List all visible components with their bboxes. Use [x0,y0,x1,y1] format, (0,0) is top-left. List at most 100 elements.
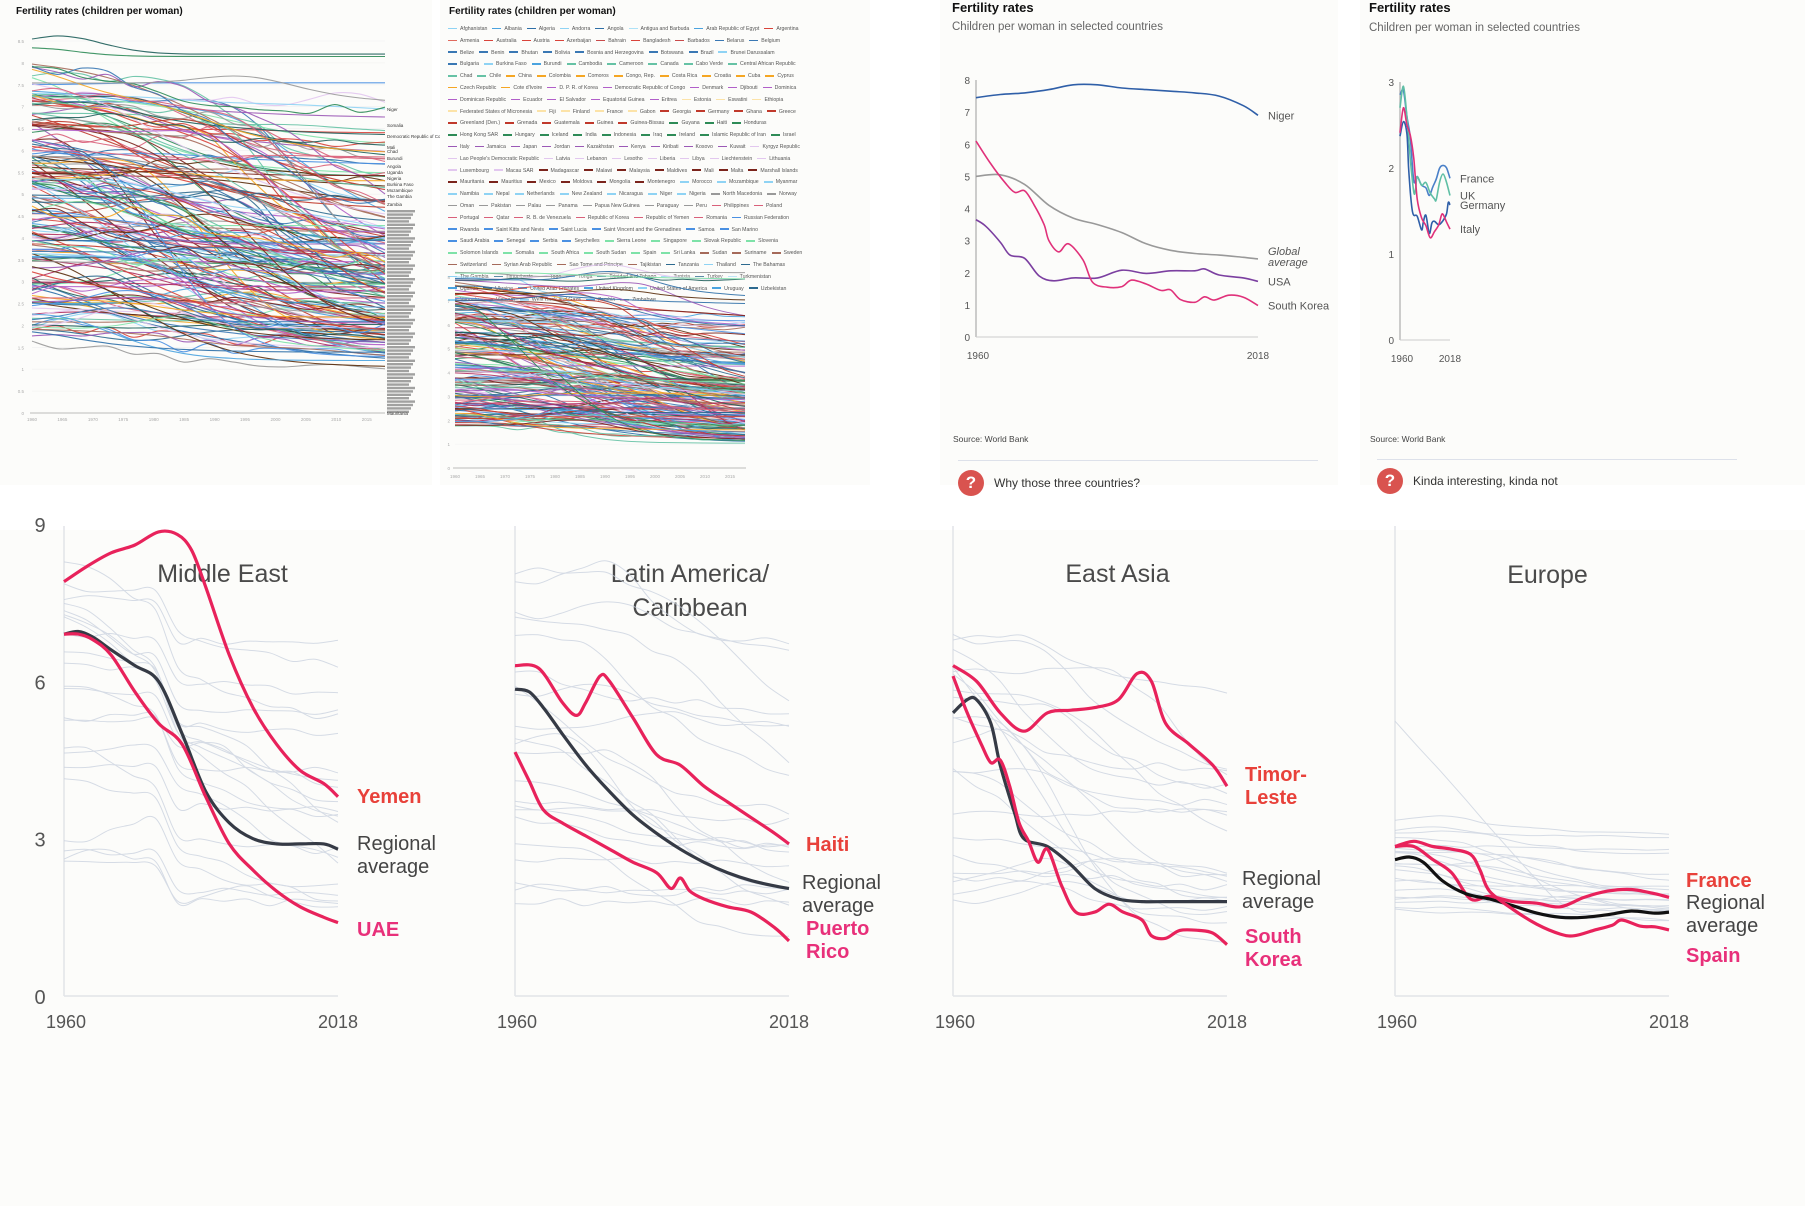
legend-item[interactable]: Russian Federation [732,213,789,225]
legend-item[interactable]: India [573,130,597,142]
legend-item[interactable]: Lesotho [612,154,643,166]
legend-item[interactable]: Mongolia [597,177,630,189]
legend-item[interactable]: Iraq [641,130,662,142]
legend-item[interactable]: Switzerland [448,260,487,272]
legend-item[interactable]: Honduras [732,118,767,130]
legend-item[interactable]: Brazil [688,48,713,60]
legend-item[interactable]: Colombia [536,71,571,83]
legend-item[interactable]: Angola [595,24,624,36]
question-link[interactable]: ? Kinda interesting, kinda not [1377,468,1558,494]
legend-item[interactable]: Andorra [559,24,590,36]
legend-item[interactable]: New Zealand [559,189,602,201]
legend-item[interactable]: Bhutan [509,48,538,60]
legend-item[interactable]: Solomon Islands [448,248,498,260]
legend-item[interactable]: Mali [692,166,714,178]
legend-item[interactable]: Democratic Republic of Congo [602,83,685,95]
legend-item[interactable]: Ireland [667,130,695,142]
legend-item[interactable]: Congo, Rep. [613,71,655,83]
legend-item[interactable]: Cote d'Ivoire [501,83,542,95]
legend-item[interactable]: Pakistan [479,201,511,213]
legend-item[interactable]: Albania [492,24,522,36]
legend-item[interactable]: Rwanda [448,225,479,237]
legend-item[interactable]: Chile [477,71,501,83]
legend-item[interactable]: France [594,107,623,119]
legend-item[interactable]: Marshall Islands [748,166,798,178]
legend-item[interactable]: Islamic Republic of Iran [700,130,766,142]
legend-item[interactable]: Croatia [702,71,731,83]
legend-item[interactable]: Republic of Korea [575,213,629,225]
legend-item[interactable]: Italy [448,142,470,154]
legend-item[interactable]: Denmark [690,83,723,95]
legend-item[interactable]: Belarus [714,36,744,48]
legend-item[interactable]: Hong Kong SAR [448,130,498,142]
legend-item[interactable]: Saint Lucia [548,225,587,237]
legend-item[interactable]: Belgium [749,36,780,48]
legend-item[interactable]: D. P. R. of Korea [547,83,598,95]
legend-item[interactable]: Papua New Guinea [582,201,640,213]
legend-item[interactable]: Liberia [647,154,675,166]
legend-item[interactable]: Bulgaria [448,59,479,71]
legend-item[interactable]: Mauritania [448,177,484,189]
legend-item[interactable]: Lao People's Democratic Republic [448,154,539,166]
legend-item[interactable]: Afghanistan [448,24,487,36]
legend-item[interactable]: Poland [753,201,782,213]
legend-item[interactable]: Myanmar [763,177,797,189]
legend-item[interactable]: Kosovo [683,142,713,154]
legend-item[interactable]: Grenada [505,118,537,130]
legend-item[interactable]: Algeria [526,24,555,36]
legend-item[interactable]: South Sudan [584,248,626,260]
legend-item[interactable]: Sri Lanka [661,248,695,260]
legend-item[interactable]: Bahrain [596,36,626,48]
legend-item[interactable]: Ghana [734,107,762,119]
legend-item[interactable]: Kyrgyz Republic [750,142,800,154]
legend-item[interactable]: Peru [683,201,707,213]
legend-item[interactable]: Palau [516,201,541,213]
legend-item[interactable]: Kenya [618,142,646,154]
legend-item[interactable]: Oman [448,201,474,213]
legend-item[interactable]: Qatar [484,213,509,225]
legend-item[interactable]: Cuba [736,71,760,83]
legend-item[interactable]: Macau SAR [493,166,534,178]
legend-item[interactable]: Cameroon [607,59,643,71]
legend-item[interactable]: Niger [647,189,672,201]
legend-item[interactable]: Seychelles [562,236,600,248]
legend-item[interactable]: Burundi [531,59,562,71]
legend-item[interactable]: Iceland [539,130,568,142]
legend-item[interactable]: China [506,71,532,83]
legend-item[interactable]: Luxembourg [448,166,489,178]
legend-item[interactable]: Ukraine [483,284,513,296]
legend-item[interactable]: Brunei Darussalam [718,48,775,60]
legend-item[interactable]: Hungary [503,130,535,142]
legend-item[interactable]: Madagascar [538,166,579,178]
legend-item[interactable]: Argentina [764,24,799,36]
legend-item[interactable]: Latvia [544,154,570,166]
legend-item[interactable]: Fiji [537,107,556,119]
legend-item[interactable]: Uruguay [712,284,744,296]
legend-item[interactable]: Arab Republic of Egypt [694,24,759,36]
legend-item[interactable]: Armenia [448,36,479,48]
legend-item[interactable]: Comoros [575,71,609,83]
legend-item[interactable]: Antigua and Barbuda [628,24,689,36]
legend-item[interactable]: Montenegro [635,177,675,189]
legend-item[interactable]: Burkina Faso [484,59,527,71]
legend-item[interactable]: United States of America [638,284,707,296]
legend-item[interactable]: Malaysia [617,166,650,178]
legend-item[interactable]: Jamaica [474,142,506,154]
legend-item[interactable]: Kuwait [717,142,745,154]
legend-item[interactable]: Morocco [680,177,712,189]
legend-item[interactable]: Ecuador [511,95,542,107]
legend-item[interactable]: Guatemala [542,118,580,130]
legend-item[interactable]: Nicaragua [607,189,643,201]
legend-item[interactable]: Gabon [627,107,655,119]
legend-item[interactable]: Saudi Arabia [448,236,489,248]
legend-item[interactable]: Serbia [530,236,557,248]
legend-item[interactable]: United Kingdom [584,284,633,296]
legend-item[interactable]: Cyprus [765,71,794,83]
legend-item[interactable]: Guinea-Bissau [618,118,664,130]
legend-item[interactable]: Central African Republic [727,59,796,71]
legend-item[interactable]: R. B. de Venezuela [514,213,571,225]
legend-item[interactable]: Bosnia and Herzegovina [575,48,644,60]
legend-item[interactable]: North Macedonia [710,189,762,201]
legend-item[interactable]: Eritrea [649,95,677,107]
legend-item[interactable]: Zambia [585,295,615,307]
